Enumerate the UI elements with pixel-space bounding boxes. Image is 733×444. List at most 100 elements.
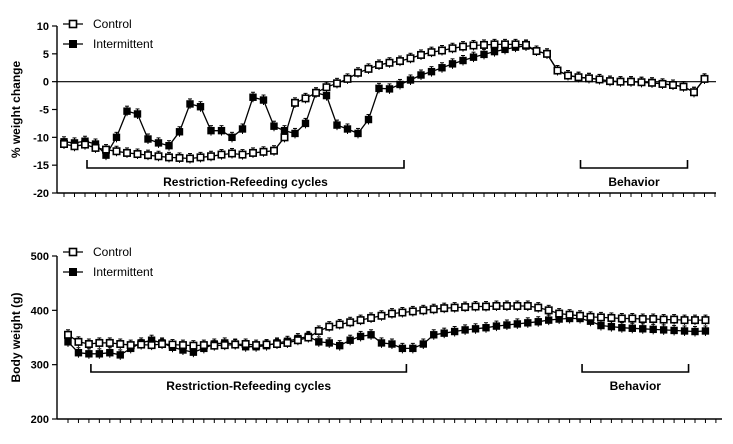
data-point-intermittent <box>388 340 396 348</box>
data-point-control <box>523 301 532 310</box>
data-point-control <box>91 143 100 152</box>
data-point-intermittent <box>377 339 386 347</box>
data-point-control <box>353 68 362 77</box>
data-point-control <box>178 341 187 350</box>
data-point-intermittent <box>406 76 415 84</box>
y-tick-label: 10 <box>37 21 49 33</box>
data-point-intermittent <box>74 349 83 357</box>
data-point-intermittent <box>364 115 373 124</box>
data-point-intermittent <box>133 110 142 118</box>
data-point-intermittent <box>175 128 184 136</box>
bracket-line <box>86 160 405 169</box>
data-point-intermittent <box>270 122 278 130</box>
data-point-control <box>238 150 247 159</box>
data-point-control <box>616 77 625 86</box>
data-point-control <box>448 44 457 53</box>
data-point-control <box>301 94 310 103</box>
data-point-control <box>469 41 478 50</box>
bracket-line <box>90 364 408 373</box>
legend-label-intermittent: Intermittent <box>93 37 154 51</box>
data-point-control <box>398 308 407 317</box>
y-tick-label: -20 <box>33 188 49 200</box>
bracket-behavior: Behavior <box>579 160 689 189</box>
data-point-intermittent <box>659 326 668 334</box>
data-point-control <box>637 78 646 87</box>
data-point-control <box>311 88 320 97</box>
data-point-intermittent <box>301 119 310 128</box>
data-point-intermittent <box>534 318 542 326</box>
data-point-control <box>133 150 142 159</box>
y-axis-label: Body weight (g) <box>9 293 23 383</box>
data-point-intermittent <box>343 125 352 133</box>
data-point-control <box>416 50 425 59</box>
data-point-control <box>269 146 278 155</box>
data-point-intermittent <box>85 350 93 358</box>
data-point-control <box>690 316 699 325</box>
data-point-control <box>332 79 341 88</box>
data-point-control <box>565 310 574 319</box>
data-point-control <box>168 340 177 349</box>
data-point-control <box>544 306 553 315</box>
data-point-control <box>259 147 268 156</box>
data-point-intermittent <box>459 56 467 65</box>
data-point-control <box>74 337 83 346</box>
data-point-intermittent <box>469 53 478 61</box>
y-tick-label: 500 <box>31 251 49 263</box>
y-tick-label: -5 <box>39 105 49 117</box>
data-point-control <box>249 148 258 157</box>
bracket-label: Restriction-Refeeding cycles <box>163 175 328 189</box>
data-point-intermittent <box>597 321 605 330</box>
data-point-control <box>596 313 605 322</box>
data-point-control <box>126 341 135 350</box>
data-point-intermittent <box>356 332 365 341</box>
body-weight-chart: 500 400 300 200 Body weight (g) Control Interm… <box>9 245 722 426</box>
data-point-control <box>461 303 470 312</box>
data-point-intermittent <box>450 327 459 336</box>
data-point-control <box>199 341 208 350</box>
data-point-control <box>81 140 90 149</box>
data-point-intermittent <box>217 126 226 135</box>
data-point-intermittent <box>545 316 553 324</box>
data-point-control <box>532 47 541 56</box>
data-point-control <box>542 49 551 58</box>
data-point-intermittent <box>249 93 257 101</box>
data-point-control <box>700 74 709 83</box>
data-point-intermittent <box>291 129 299 138</box>
data-point-intermittent <box>482 324 490 332</box>
data-point-control <box>458 42 467 51</box>
data-point-control <box>679 82 688 91</box>
data-point-control <box>406 54 415 63</box>
y-tick-label: 5 <box>43 49 49 61</box>
y-tick-label: 400 <box>31 305 49 317</box>
data-point-control <box>220 341 229 350</box>
data-point-control <box>427 48 436 57</box>
data-point-control <box>346 318 355 327</box>
data-point-intermittent <box>398 344 407 353</box>
data-point-intermittent <box>461 326 469 334</box>
data-point-control <box>626 77 635 86</box>
data-point-intermittent <box>259 96 268 104</box>
weight-change-chart: 10 5 0 -5 -10 -15 -20 % weight change Control Int… <box>9 17 716 200</box>
bracket-label: Behavior <box>608 175 660 189</box>
data-point-control <box>617 314 626 323</box>
data-point-intermittent <box>670 326 678 335</box>
data-point-intermittent <box>385 85 394 93</box>
data-point-intermittent <box>607 322 616 331</box>
y-tick-label: 0 <box>43 77 49 89</box>
data-point-control <box>440 304 449 313</box>
data-point-intermittent <box>106 349 114 357</box>
y-tick-label: -15 <box>33 160 49 172</box>
data-point-control <box>490 40 499 49</box>
data-point-intermittent <box>471 325 480 333</box>
data-point-intermittent <box>154 139 163 147</box>
data-point-intermittent <box>112 133 121 142</box>
data-point-control <box>280 133 289 142</box>
data-point-control <box>158 340 167 349</box>
data-point-control <box>262 340 271 349</box>
data-point-control <box>70 142 79 151</box>
data-point-control <box>607 313 616 322</box>
data-point-intermittent <box>144 135 152 143</box>
data-point-control <box>137 340 146 349</box>
data-point-control <box>293 336 302 345</box>
data-point-control <box>500 40 509 49</box>
